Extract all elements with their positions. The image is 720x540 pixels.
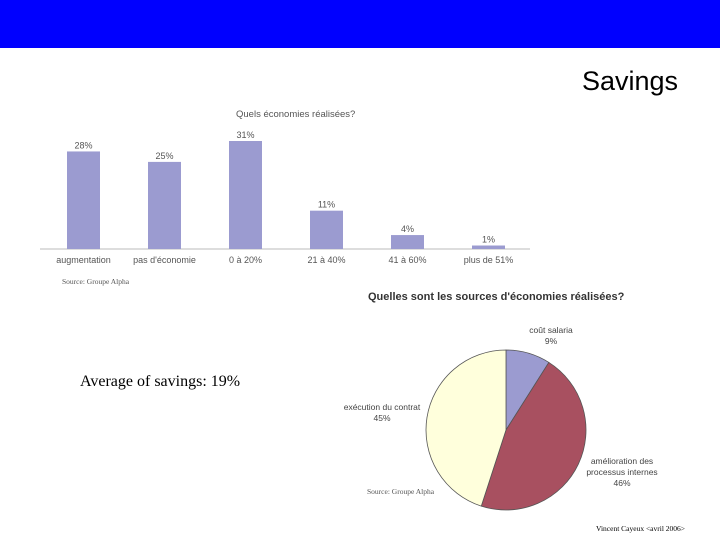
pie-label-salary-name: coût salaria (529, 325, 573, 335)
bar-value-label-5: 1% (482, 235, 495, 245)
bar-category-label-2: 0 à 20% (229, 255, 262, 265)
bar-0 (67, 151, 100, 249)
bar-value-label-0: 28% (74, 140, 92, 150)
pie-label-process-name: amélioration des processus internes (586, 456, 658, 477)
bar-category-label-5: plus de 51% (464, 255, 514, 265)
bar-2 (229, 141, 262, 249)
pie-label-salary: coût salaria 9% (516, 325, 586, 347)
pie-label-process-value: 46% (613, 478, 631, 488)
bar-category-label-3: 21 à 40% (307, 255, 345, 265)
bar-value-label-2: 31% (236, 130, 254, 140)
pie-label-contract: exécution du contrat 45% (336, 402, 428, 424)
pie-label-contract-value: 45% (373, 413, 391, 423)
bar-chart-title: Quels économies réalisées? (236, 109, 356, 120)
top-banner (0, 0, 720, 48)
pie-label-process: amélioration des processus internes 46% (578, 456, 666, 489)
pie-chart-title: Quelles sont les sources d'économies réa… (368, 291, 625, 303)
slide-title: Savings (581, 66, 678, 96)
bar-category-label-0: augmentation (56, 255, 111, 265)
pie-label-salary-value: 9% (544, 336, 558, 346)
pie-slice-2 (425, 349, 507, 507)
bar-1 (148, 161, 181, 249)
bar-category-label-4: 41 à 60% (388, 255, 426, 265)
bar-chart-source: Source: Groupe Alpha (62, 277, 130, 286)
bar-category-label-1: pas d'économie (133, 255, 196, 265)
bar-5 (472, 245, 505, 249)
pie-label-contract-name: exécution du contrat (343, 402, 421, 412)
pie-slice-1 (480, 361, 587, 511)
average-savings-text: Average of savings: 19% (80, 373, 241, 390)
bar-value-label-1: 25% (155, 151, 173, 161)
pie-chart-source: Source: Groupe Alpha (367, 487, 435, 496)
bar-value-label-3: 11% (318, 200, 335, 210)
bar-3 (310, 210, 343, 249)
footer-author: Vincent Cayeux <avril 2006> (596, 524, 686, 533)
bar-value-label-4: 4% (401, 224, 414, 234)
bar-4 (391, 235, 424, 249)
